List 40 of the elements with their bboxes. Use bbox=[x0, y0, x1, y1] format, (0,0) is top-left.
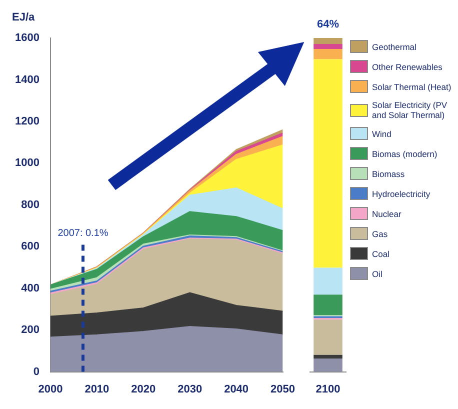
x-tick-label: 2030 bbox=[178, 383, 202, 396]
bar bbox=[314, 38, 342, 44]
y-tick-label: 1200 bbox=[14, 115, 40, 128]
bar bbox=[314, 358, 342, 372]
legend-label: Solar Electricity (PV and Solar Thermal) bbox=[372, 100, 448, 120]
legend-label: Hydroelectricity bbox=[372, 188, 430, 198]
y-tick-label: 200 bbox=[21, 324, 40, 336]
bar bbox=[314, 44, 342, 50]
legend-label: Solar Thermal (Heat) bbox=[372, 82, 452, 92]
legend-label: Biomass bbox=[372, 168, 405, 178]
ref-line-label: 2007: 0.1% bbox=[58, 228, 108, 240]
y-tick-label: 1000 bbox=[14, 157, 40, 170]
x-tick-label: 2000 bbox=[38, 383, 63, 396]
x-tick-label: 2010 bbox=[84, 383, 110, 396]
y-tick-label: 600 bbox=[21, 240, 40, 253]
y-tick-label: 0 bbox=[33, 366, 40, 378]
y-tick-label: 400 bbox=[21, 282, 40, 294]
legend-label: Nuclear bbox=[372, 208, 402, 218]
legend-label: Biomas (modern) bbox=[372, 148, 438, 158]
bar bbox=[314, 294, 342, 316]
bar bbox=[314, 59, 342, 268]
x-tick-label: 2050 bbox=[270, 383, 296, 396]
y-axis-title: EJ/a bbox=[12, 12, 36, 24]
y-tick-label: 800 bbox=[21, 198, 40, 211]
bar bbox=[314, 268, 342, 295]
legend-label: Coal bbox=[372, 248, 390, 258]
bar bbox=[314, 354, 342, 358]
bar bbox=[314, 49, 342, 60]
y-tick-label: 1600 bbox=[14, 32, 40, 44]
x-tick-label: 2100 bbox=[316, 383, 340, 396]
annotation: 64% bbox=[316, 18, 340, 31]
legend-label: Geothermal bbox=[372, 42, 416, 52]
legend-label: Other Renewables bbox=[372, 62, 442, 72]
legend-label: Gas bbox=[372, 228, 388, 238]
x-tick-label: 2020 bbox=[131, 383, 156, 396]
y-tick-label: 1400 bbox=[14, 74, 40, 86]
bar bbox=[314, 320, 342, 355]
legend-label: Wind bbox=[372, 128, 392, 138]
legend-label: Oil bbox=[372, 268, 382, 278]
x-tick-label: 2040 bbox=[224, 383, 249, 396]
